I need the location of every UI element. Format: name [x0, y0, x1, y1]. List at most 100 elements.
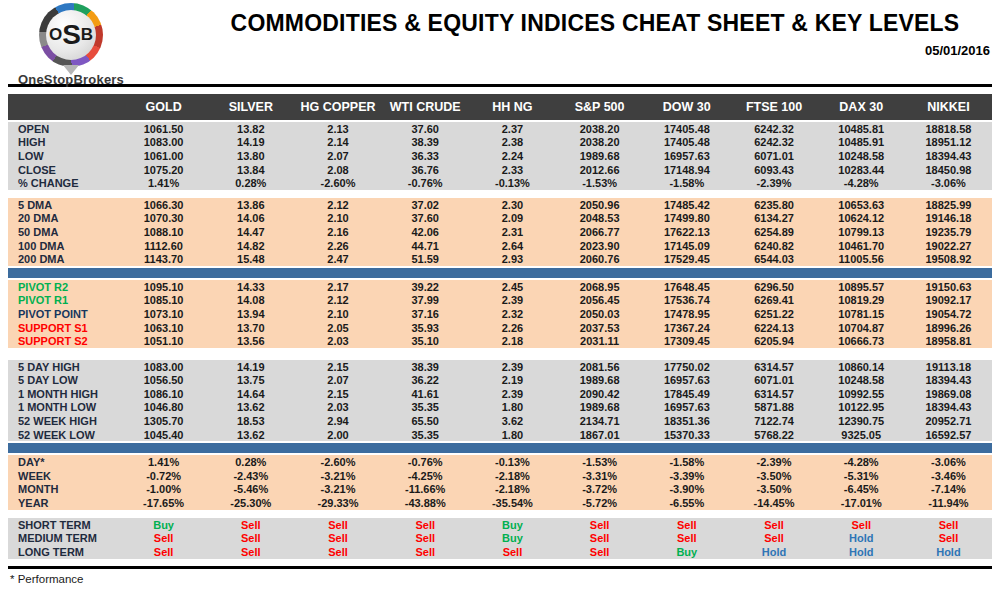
value-cell: 2090.42: [556, 388, 643, 400]
value-cell: -4.28%: [818, 177, 905, 189]
signal-cell: Buy: [469, 519, 556, 531]
page-header: OSB OneStopBrokers COMMODITIES & EQUITY …: [8, 0, 992, 87]
value-cell: 13.94: [207, 308, 294, 320]
signal-cell: Sell: [382, 546, 469, 558]
value-cell: 17478.95: [643, 308, 730, 320]
value-cell: -3.72%: [556, 483, 643, 495]
value-cell: 2.31: [469, 226, 556, 238]
value-cell: -5.72%: [556, 497, 643, 509]
page-title: COMMODITIES & EQUITY INDICES CHEAT SHEET…: [198, 10, 992, 37]
value-cell: 0.28%: [207, 177, 294, 189]
value-cell: 1095.10: [120, 281, 207, 293]
value-cell: 6134.27: [730, 212, 817, 224]
value-cell: 2.24: [469, 150, 556, 162]
cheat-sheet-table: GOLDSILVERHG COPPERWTI CRUDEHH NGS&P 500…: [8, 94, 992, 559]
value-cell: 1046.80: [120, 401, 207, 413]
value-cell: -6.45%: [818, 483, 905, 495]
value-cell: 1.41%: [120, 177, 207, 189]
value-cell: 1066.30: [120, 199, 207, 211]
onestopbrokers-logo: OSB OneStopBrokers: [16, 3, 126, 87]
value-cell: -35.54%: [469, 497, 556, 509]
value-cell: 2.39: [469, 361, 556, 373]
signal-cell: Sell: [730, 519, 817, 531]
row-label: 20 DMA: [8, 212, 120, 224]
value-cell: 2.19: [469, 374, 556, 386]
value-cell: 10860.14: [818, 361, 905, 373]
value-cell: 7122.74: [730, 415, 817, 427]
table-row: 5 DAY LOW1056.5013.752.0736.222.191989.6…: [8, 374, 992, 388]
section-performance: DAY*1.41%0.28%-2.60%-0.76%-0.13%-1.53%-1…: [8, 455, 992, 509]
value-cell: 2068.95: [556, 281, 643, 293]
row-label: SUPPORT S2: [8, 335, 120, 347]
table-row: PIVOT R11085.1014.082.1237.992.392056.45…: [8, 294, 992, 308]
value-cell: 10666.73: [818, 335, 905, 347]
value-cell: 1085.10: [120, 294, 207, 306]
value-cell: 3.62: [469, 415, 556, 427]
value-cell: 2.14: [294, 136, 381, 148]
logo-monogram: OSB: [46, 10, 96, 60]
column-header: S&P 500: [556, 100, 643, 114]
row-label: 1 MONTH LOW: [8, 401, 120, 413]
value-cell: 10992.55: [818, 388, 905, 400]
value-cell: 2050.96: [556, 199, 643, 211]
value-cell: 16592.57: [905, 429, 992, 441]
value-cell: 17367.24: [643, 322, 730, 334]
row-label: WEEK: [8, 470, 120, 482]
value-cell: 2.30: [469, 199, 556, 211]
value-cell: 51.59: [382, 253, 469, 265]
value-cell: 19869.08: [905, 388, 992, 400]
row-label: LOW: [8, 150, 120, 162]
value-cell: 2038.20: [556, 123, 643, 135]
value-cell: 19092.17: [905, 294, 992, 306]
value-cell: 2.15: [294, 361, 381, 373]
value-cell: 5768.22: [730, 429, 817, 441]
value-cell: 17405.48: [643, 136, 730, 148]
column-header: NIKKEI: [905, 100, 992, 114]
row-label: PIVOT R2: [8, 281, 120, 293]
value-cell: 2.32: [469, 308, 556, 320]
value-cell: 2081.56: [556, 361, 643, 373]
value-cell: -0.13%: [469, 177, 556, 189]
table-row: 1 MONTH LOW1046.8013.622.0335.351.801989…: [8, 401, 992, 415]
row-label: 52 WEEK LOW: [8, 429, 120, 441]
table-row: CLOSE1075.2013.842.0836.762.332012.66171…: [8, 163, 992, 177]
value-cell: 17405.48: [643, 123, 730, 135]
value-cell: -3.50%: [730, 470, 817, 482]
signal-cell: Sell: [294, 546, 381, 558]
value-cell: -3.06%: [905, 456, 992, 468]
value-cell: 35.93: [382, 322, 469, 334]
value-cell: 2.39: [469, 294, 556, 306]
value-cell: 2.17: [294, 281, 381, 293]
signal-cell: Hold: [730, 546, 817, 558]
value-cell: 1045.40: [120, 429, 207, 441]
value-cell: 6240.82: [730, 240, 817, 252]
signal-cell: Buy: [643, 546, 730, 558]
table-row: SUPPORT S11063.1013.702.0535.932.262037.…: [8, 321, 992, 335]
column-header: DOW 30: [643, 100, 730, 114]
value-cell: 6544.03: [730, 253, 817, 265]
value-cell: 2023.90: [556, 240, 643, 252]
value-cell: -1.00%: [120, 483, 207, 495]
logo-pin-tail: [63, 65, 79, 75]
row-label: 5 DAY LOW: [8, 374, 120, 386]
value-cell: 16957.63: [643, 150, 730, 162]
value-cell: 1075.20: [120, 164, 207, 176]
value-cell: 36.76: [382, 164, 469, 176]
value-cell: 18996.26: [905, 322, 992, 334]
value-cell: -3.46%: [905, 470, 992, 482]
value-cell: -3.39%: [643, 470, 730, 482]
table-row: 5 DAY HIGH1083.0014.192.1538.392.392081.…: [8, 360, 992, 374]
value-cell: 14.08: [207, 294, 294, 306]
value-cell: 15.48: [207, 253, 294, 265]
value-cell: 2134.71: [556, 415, 643, 427]
value-cell: 6269.41: [730, 294, 817, 306]
column-header: WTI CRUDE: [382, 100, 469, 114]
section-dma: 5 DMA1066.3013.862.1237.022.302050.96174…: [8, 198, 992, 266]
value-cell: 2.10: [294, 212, 381, 224]
signal-cell: Sell: [207, 519, 294, 531]
value-cell: -2.60%: [294, 456, 381, 468]
value-cell: 13.80: [207, 150, 294, 162]
section-pivots: PIVOT R21095.1014.332.1739.222.452068.95…: [8, 280, 992, 348]
value-cell: 6235.80: [730, 199, 817, 211]
table-row: YEAR-17.65%-25.30%-29.33%-43.88%-35.54%-…: [8, 496, 992, 510]
